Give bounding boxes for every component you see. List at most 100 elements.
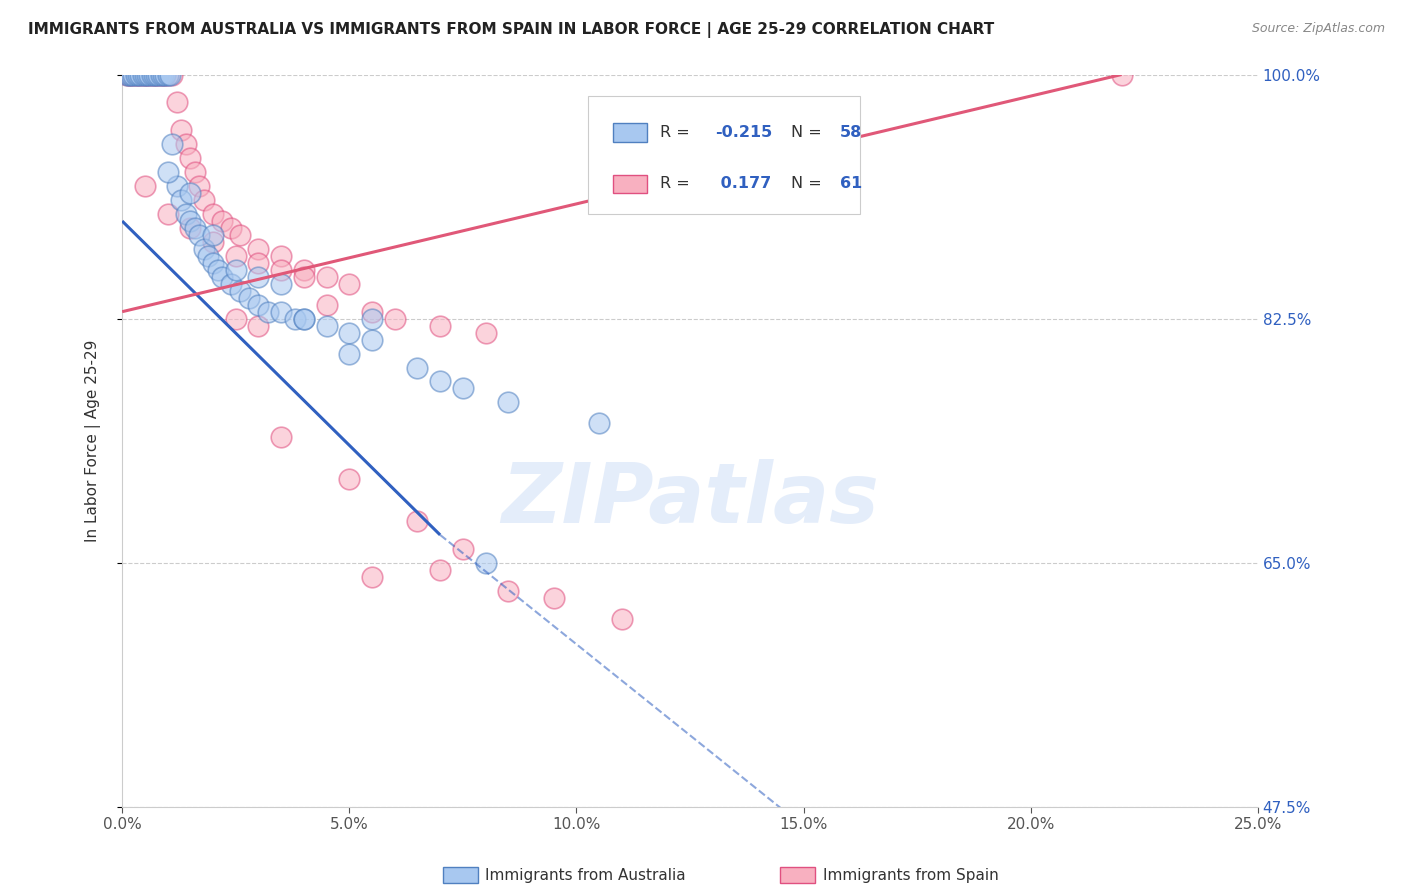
Point — [229, 227, 252, 242]
Point — [129, 68, 152, 82]
Point — [179, 186, 201, 200]
Point — [247, 298, 270, 312]
Point — [131, 68, 153, 82]
Point — [498, 583, 520, 598]
Text: 61: 61 — [839, 177, 862, 191]
Point — [179, 151, 201, 165]
Point — [138, 68, 160, 82]
Point — [201, 256, 224, 270]
Point — [156, 68, 179, 82]
Point — [292, 311, 315, 326]
Point — [149, 68, 172, 82]
Point — [148, 68, 170, 82]
Point — [225, 311, 247, 326]
Point — [361, 570, 384, 584]
Point — [270, 304, 292, 318]
Point — [429, 563, 451, 577]
Point — [115, 68, 138, 82]
Point — [337, 326, 360, 340]
Point — [337, 346, 360, 360]
Point — [498, 395, 520, 409]
Point — [284, 311, 307, 326]
Point — [238, 291, 260, 305]
Text: IMMIGRANTS FROM AUSTRALIA VS IMMIGRANTS FROM SPAIN IN LABOR FORCE | AGE 25-29 CO: IMMIGRANTS FROM AUSTRALIA VS IMMIGRANTS … — [28, 22, 994, 38]
FancyBboxPatch shape — [613, 175, 647, 193]
Point — [247, 242, 270, 256]
Text: N =: N = — [792, 125, 827, 140]
Point — [122, 68, 145, 82]
Point — [256, 304, 278, 318]
Point — [155, 68, 177, 82]
Point — [160, 137, 183, 152]
Point — [122, 68, 145, 82]
Point — [166, 95, 188, 110]
Point — [118, 68, 141, 82]
Point — [197, 249, 219, 263]
Point — [270, 263, 292, 277]
Point — [211, 269, 233, 284]
Point — [134, 68, 156, 82]
Point — [406, 360, 429, 375]
Point — [188, 179, 211, 194]
Point — [406, 514, 429, 528]
Point — [292, 263, 315, 277]
Point — [361, 311, 384, 326]
FancyBboxPatch shape — [588, 96, 860, 214]
Point — [156, 207, 179, 221]
Point — [247, 256, 270, 270]
Point — [115, 68, 138, 82]
Point — [270, 430, 292, 444]
Point — [451, 381, 474, 395]
Point — [474, 326, 496, 340]
Point — [134, 179, 156, 194]
Text: Immigrants from Australia: Immigrants from Australia — [485, 869, 686, 883]
Point — [129, 68, 152, 82]
Point — [361, 333, 384, 347]
Point — [610, 612, 633, 626]
Point — [125, 68, 148, 82]
Text: Immigrants from Spain: Immigrants from Spain — [823, 869, 998, 883]
Point — [292, 269, 315, 284]
Point — [145, 68, 167, 82]
Point — [159, 68, 181, 82]
Point — [166, 179, 188, 194]
Point — [315, 298, 337, 312]
Point — [474, 556, 496, 570]
Point — [156, 165, 179, 179]
Point — [337, 472, 360, 486]
Point — [120, 68, 142, 82]
Point — [315, 318, 337, 333]
Point — [193, 242, 215, 256]
Point — [134, 68, 156, 82]
Point — [451, 541, 474, 556]
Point — [219, 277, 242, 291]
Point — [156, 68, 179, 82]
Point — [337, 277, 360, 291]
Point — [384, 311, 406, 326]
Point — [270, 249, 292, 263]
FancyBboxPatch shape — [613, 123, 647, 142]
Point — [118, 68, 141, 82]
Point — [141, 68, 163, 82]
Text: 0.177: 0.177 — [716, 177, 772, 191]
Point — [219, 221, 242, 235]
Point — [145, 68, 167, 82]
Point — [201, 235, 224, 249]
Point — [207, 263, 229, 277]
Point — [229, 284, 252, 298]
Point — [149, 68, 172, 82]
Point — [142, 68, 165, 82]
Text: Source: ZipAtlas.com: Source: ZipAtlas.com — [1251, 22, 1385, 36]
Point — [588, 417, 610, 431]
Text: R =: R = — [661, 177, 696, 191]
Text: N =: N = — [792, 177, 827, 191]
Point — [201, 227, 224, 242]
Point — [174, 137, 197, 152]
Point — [361, 304, 384, 318]
Point — [120, 68, 142, 82]
Point — [127, 68, 149, 82]
Point — [179, 214, 201, 228]
Point — [155, 68, 177, 82]
Point — [247, 269, 270, 284]
Text: 58: 58 — [839, 125, 862, 140]
